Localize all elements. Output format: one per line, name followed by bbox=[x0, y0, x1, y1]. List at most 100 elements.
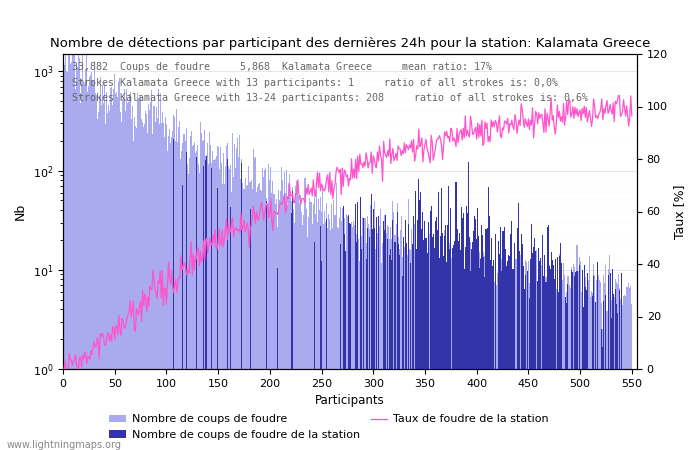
Text: www.lightningmaps.org: www.lightningmaps.org bbox=[7, 440, 122, 450]
Bar bbox=[494, 282, 495, 450]
Bar bbox=[582, 307, 584, 450]
Bar bbox=[543, 276, 545, 450]
Bar bbox=[434, 248, 435, 450]
Bar bbox=[439, 264, 440, 450]
Bar bbox=[305, 209, 307, 450]
Bar bbox=[478, 236, 480, 450]
Bar bbox=[212, 151, 214, 450]
Bar bbox=[510, 234, 511, 450]
Bar bbox=[500, 263, 501, 450]
Bar bbox=[186, 153, 187, 450]
Bar bbox=[206, 156, 207, 450]
Bar bbox=[204, 130, 205, 450]
Bar bbox=[553, 266, 554, 450]
Bar bbox=[545, 278, 547, 450]
Bar bbox=[250, 209, 251, 450]
Bar bbox=[175, 141, 176, 450]
Bar bbox=[542, 235, 543, 450]
Bar bbox=[594, 275, 595, 450]
Bar bbox=[287, 205, 288, 450]
Bar bbox=[161, 123, 162, 450]
Bar bbox=[295, 186, 296, 450]
Bar bbox=[464, 277, 465, 450]
Bar bbox=[254, 158, 255, 450]
Bar bbox=[203, 166, 204, 450]
Bar bbox=[241, 162, 242, 450]
Bar bbox=[530, 273, 531, 450]
Bar bbox=[367, 216, 368, 450]
Bar bbox=[363, 218, 365, 450]
Bar bbox=[312, 224, 313, 450]
Bar bbox=[489, 260, 491, 450]
Bar bbox=[468, 162, 469, 450]
Bar bbox=[140, 96, 141, 450]
Bar bbox=[387, 238, 388, 450]
Bar bbox=[406, 243, 407, 450]
Bar bbox=[428, 234, 430, 450]
Bar bbox=[70, 64, 71, 450]
Bar bbox=[541, 265, 542, 450]
Bar bbox=[627, 287, 628, 450]
Bar bbox=[529, 298, 530, 450]
Bar bbox=[188, 174, 189, 450]
Bar bbox=[458, 266, 460, 450]
Bar bbox=[352, 227, 353, 450]
Bar bbox=[356, 242, 357, 450]
Bar bbox=[69, 44, 70, 450]
Bar bbox=[256, 192, 257, 450]
Bar bbox=[323, 224, 324, 450]
Bar bbox=[102, 85, 103, 450]
Bar bbox=[373, 209, 374, 450]
Bar bbox=[74, 53, 75, 450]
Bar bbox=[529, 283, 530, 450]
Bar bbox=[267, 204, 268, 450]
Bar bbox=[484, 256, 486, 450]
Bar bbox=[238, 157, 239, 450]
Bar bbox=[463, 213, 464, 450]
Bar bbox=[84, 83, 85, 450]
Bar bbox=[511, 259, 512, 450]
Bar bbox=[527, 298, 528, 450]
Bar bbox=[223, 153, 224, 450]
Bar bbox=[569, 285, 570, 450]
Bar bbox=[244, 178, 246, 450]
Bar bbox=[474, 216, 475, 450]
Bar bbox=[85, 68, 86, 450]
Bar bbox=[354, 225, 355, 450]
Bar bbox=[612, 294, 614, 450]
Bar bbox=[470, 242, 471, 450]
Bar bbox=[526, 262, 527, 450]
Bar bbox=[567, 284, 568, 450]
Bar bbox=[488, 212, 489, 450]
Bar bbox=[577, 271, 578, 450]
Bar bbox=[540, 295, 541, 450]
Bar bbox=[471, 261, 472, 450]
Bar bbox=[531, 224, 532, 450]
Bar bbox=[356, 234, 357, 450]
Bar bbox=[193, 145, 194, 450]
Bar bbox=[328, 214, 329, 450]
Bar bbox=[391, 238, 393, 450]
Bar bbox=[447, 225, 448, 450]
Bar bbox=[551, 252, 552, 450]
Bar bbox=[82, 49, 83, 450]
Bar bbox=[438, 231, 439, 450]
Bar bbox=[552, 285, 553, 450]
Bar bbox=[400, 216, 402, 450]
Bar bbox=[462, 218, 463, 450]
Bar bbox=[511, 221, 512, 450]
Bar bbox=[361, 236, 363, 450]
Bar bbox=[347, 216, 348, 450]
Bar bbox=[171, 137, 172, 450]
Bar bbox=[131, 119, 132, 450]
Bar bbox=[426, 252, 428, 450]
Bar bbox=[285, 193, 286, 450]
Bar bbox=[293, 209, 294, 450]
Bar bbox=[173, 115, 174, 450]
Bar bbox=[616, 304, 617, 450]
Bar bbox=[596, 280, 597, 450]
Bar bbox=[266, 198, 267, 450]
Bar bbox=[94, 93, 96, 450]
Bar bbox=[610, 318, 612, 450]
Bar bbox=[412, 244, 413, 450]
